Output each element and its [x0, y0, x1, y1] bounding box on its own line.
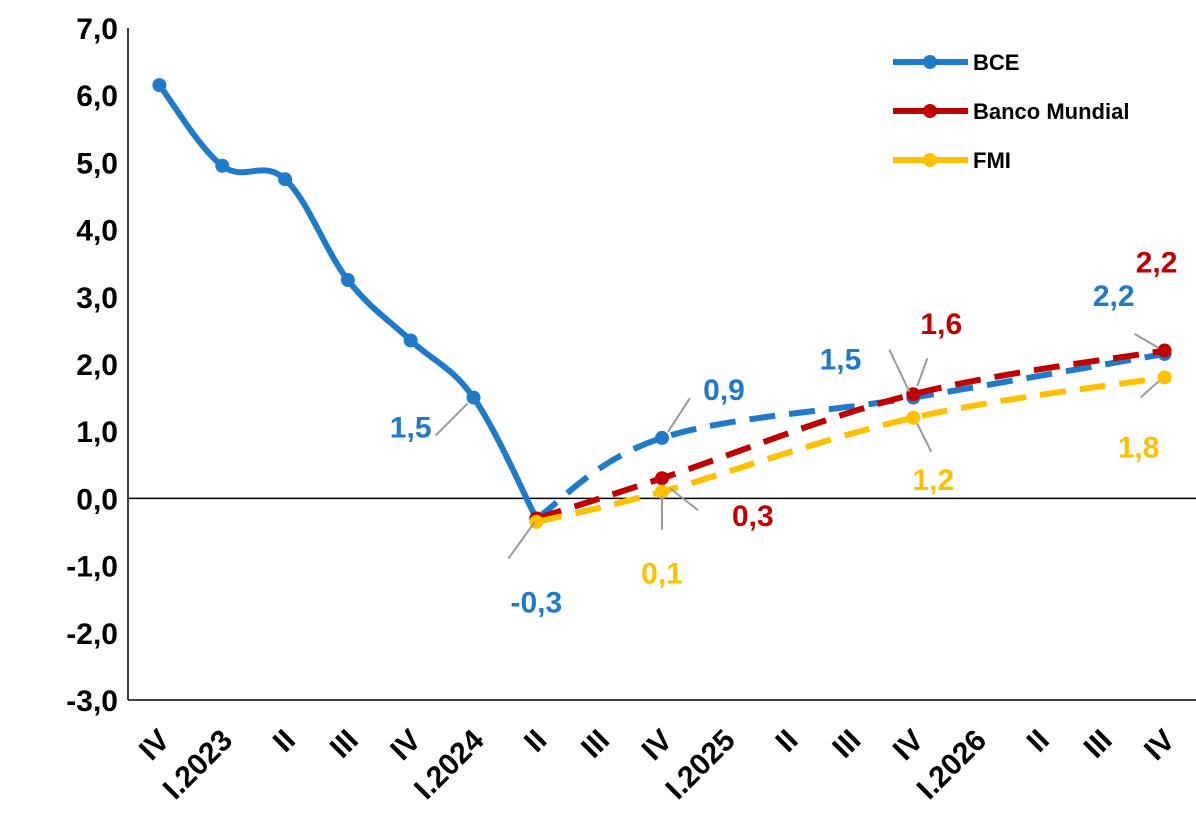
data-label: 1,5 — [820, 344, 862, 377]
y-tick-label: 3,0 — [76, 282, 118, 315]
data-label: 0,1 — [641, 558, 683, 591]
data-point-fmi — [1157, 370, 1172, 385]
series-lines — [152, 78, 1172, 529]
data-point-bce — [340, 273, 355, 287]
leader-line — [888, 349, 911, 393]
leader-line — [669, 487, 699, 512]
legend-marker-banco-mundial — [923, 104, 937, 118]
data-label: 0,3 — [732, 500, 774, 533]
data-label: 1,6 — [920, 308, 962, 341]
x-tick-label: IV — [1138, 724, 1181, 767]
data-label: -0,3 — [511, 587, 563, 620]
data-label: 0,9 — [703, 374, 745, 407]
data-label: 1,2 — [912, 464, 954, 497]
y-tick-label: 1,0 — [76, 416, 118, 449]
x-tick-label: I.2023 — [157, 724, 239, 806]
leader-line — [667, 397, 691, 433]
leader-line — [434, 402, 469, 437]
x-tick-label: IV — [636, 724, 679, 767]
x-tick-label: I.2024 — [408, 723, 491, 806]
y-tick-label: 0,0 — [76, 483, 118, 516]
legend-marker-fmi — [923, 153, 937, 167]
leader-line — [1139, 380, 1160, 399]
y-tick-label: 7,0 — [76, 13, 118, 46]
x-tick-label: III — [324, 724, 365, 765]
x-tick-label: IV — [384, 724, 427, 767]
y-tick-label: 5,0 — [76, 147, 118, 180]
data-point-bce — [466, 390, 481, 405]
data-point-bce — [152, 78, 167, 93]
legend-label-bce: BCE — [973, 50, 1019, 75]
leader-line — [1134, 333, 1160, 349]
data-point-banco-mundial — [655, 471, 669, 486]
data-point-bce — [278, 172, 293, 187]
y-tick-label: -2,0 — [66, 618, 118, 651]
x-tick-label: III — [826, 724, 867, 765]
data-point-fmi — [906, 410, 921, 425]
y-tick-label: 4,0 — [76, 215, 118, 248]
leader-line — [916, 423, 933, 453]
x-tick-label: II — [518, 724, 553, 759]
x-tick-label: I.2025 — [659, 724, 741, 806]
x-tick-label: II — [769, 724, 804, 759]
x-axis-tick-labels: IVI.2023 II III IVI.2024 II III IVI.2025 II III I… — [133, 723, 1182, 806]
x-tick-label: III — [575, 724, 616, 765]
x-tick-label: III — [1078, 724, 1119, 765]
x-tick-label: I.2026 — [911, 724, 993, 806]
label-leader-lines — [434, 333, 1160, 560]
data-point-fmi — [655, 484, 669, 499]
data-label: 2,2 — [1136, 247, 1178, 280]
y-tick-label: -1,0 — [66, 551, 118, 584]
series-line-bce-actual — [156, 82, 540, 522]
data-point-bce — [655, 430, 669, 445]
data-point-bce — [215, 158, 230, 173]
legend-marker-bce — [923, 55, 937, 69]
x-tick-label: IV — [133, 724, 176, 767]
data-label: 2,2 — [1093, 280, 1135, 313]
data-labels: 1,5 -0,3 0,9 0,3 0,1 1,5 1,6 1,2 2,22,2 1,8 — [390, 247, 1178, 620]
axes — [127, 28, 1196, 701]
y-tick-label: -3,0 — [66, 685, 118, 718]
x-tick-label: IV — [887, 724, 930, 767]
legend-label-banco-mundial: Banco Mundial — [973, 99, 1129, 124]
data-point-bce — [403, 333, 418, 348]
y-tick-label: 2,0 — [76, 349, 118, 382]
x-tick-label: II — [267, 724, 302, 759]
data-label: 1,8 — [1118, 431, 1160, 464]
series-line-fmi — [535, 374, 1166, 525]
x-tick-label: II — [1021, 724, 1056, 759]
series-line-banco-mundial — [535, 347, 1166, 522]
data-point-banco-mundial — [1157, 343, 1172, 358]
series-line-bce-forecast — [534, 350, 1166, 522]
y-axis-tick-labels: 7,0 6,0 5,0 4,0 3,0 2,0 1,0 0,0 -1,0 -2,0 -3,0 — [66, 13, 118, 718]
y-tick-label: 6,0 — [76, 80, 118, 113]
leader-line — [916, 357, 929, 387]
data-label: 1,5 — [390, 412, 432, 445]
legend-label-fmi: FMI — [973, 148, 1011, 173]
legend: BCE Banco Mundial FMI — [893, 50, 1129, 173]
leader-line — [507, 521, 536, 560]
